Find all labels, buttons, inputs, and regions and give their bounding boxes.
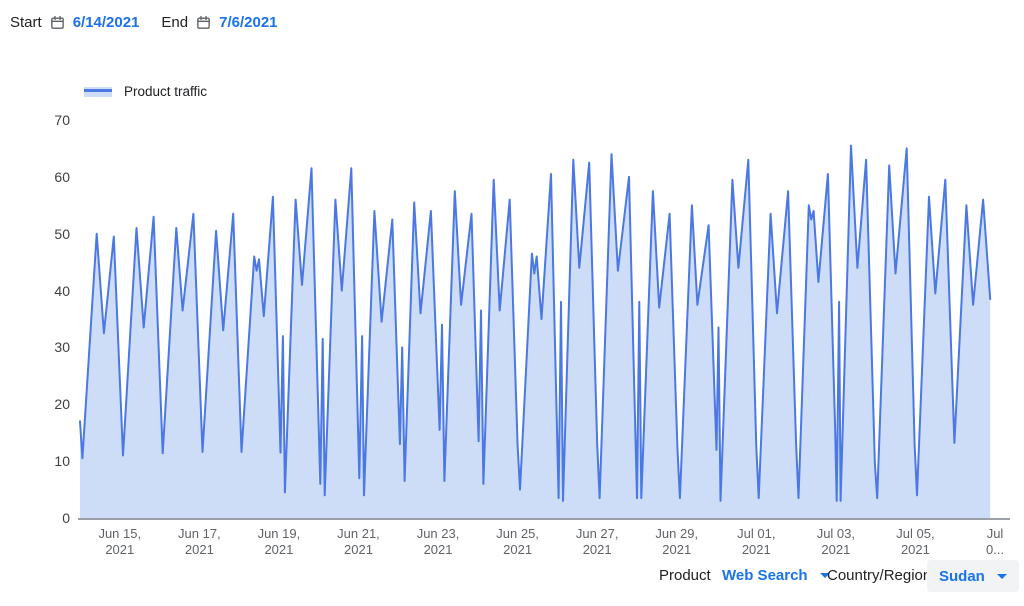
end-calendar-icon[interactable] bbox=[196, 15, 211, 30]
y-axis-label: 10 bbox=[54, 453, 70, 470]
x-axis-label: Jul 0... bbox=[985, 526, 1005, 557]
date-range-bar: Start 6/14/2021 End 7/6/2021 bbox=[10, 11, 278, 33]
start-calendar-icon[interactable] bbox=[50, 15, 65, 30]
region-dropdown-value: Sudan bbox=[939, 567, 985, 585]
product-label: Product bbox=[659, 567, 711, 584]
x-axis-label: Jul 05, 2021 bbox=[896, 526, 935, 557]
x-axis-label: Jun 21, 2021 bbox=[337, 526, 380, 557]
x-axis-label: Jun 25, 2021 bbox=[496, 526, 539, 557]
legend-area-swatch-icon bbox=[84, 86, 112, 97]
end-label: End bbox=[161, 13, 189, 31]
x-axis-label: Jul 01, 2021 bbox=[737, 526, 776, 557]
region-dropdown[interactable]: Sudan bbox=[927, 560, 1019, 592]
x-axis-label: Jun 29, 2021 bbox=[655, 526, 699, 557]
y-axis-label: 40 bbox=[54, 282, 70, 299]
y-axis-label: 20 bbox=[54, 396, 70, 413]
start-label: Start bbox=[10, 13, 42, 31]
legend-label: Product traffic bbox=[124, 84, 208, 99]
y-axis-label: 0 bbox=[62, 510, 70, 526]
x-axis-label: Jun 19, 2021 bbox=[257, 526, 301, 557]
x-axis-label: Jun 17, 2021 bbox=[178, 526, 221, 557]
chart-legend: Product traffic bbox=[84, 84, 207, 99]
x-axis-label: Jun 27, 2021 bbox=[575, 526, 619, 557]
product-dropdown[interactable]: Web Search bbox=[722, 567, 830, 584]
x-axis-line bbox=[78, 518, 1010, 520]
y-axis-label: 50 bbox=[54, 225, 70, 242]
filter-bar: Product Web Search Country/Region Sudan bbox=[0, 560, 1019, 592]
product-dropdown-value: Web Search bbox=[722, 567, 808, 584]
area-fill bbox=[80, 145, 991, 518]
chevron-down-icon[interactable] bbox=[996, 573, 1007, 579]
chevron-down-icon[interactable] bbox=[819, 573, 830, 578]
end-date-value[interactable]: 7/6/2021 bbox=[219, 13, 278, 31]
area-line bbox=[79, 144, 992, 502]
x-axis-label: Jul 03, 2021 bbox=[816, 526, 856, 557]
y-axis-label: 30 bbox=[54, 339, 70, 356]
start-date-value[interactable]: 6/14/2021 bbox=[72, 13, 140, 31]
x-axis-label: Jun 23, 2021 bbox=[416, 526, 460, 557]
region-label: Country/Region bbox=[827, 567, 932, 584]
y-axis-label: 70 bbox=[54, 112, 70, 128]
y-axis-label: 60 bbox=[54, 168, 70, 185]
x-axis-label: Jun 15, 2021 bbox=[98, 526, 142, 557]
